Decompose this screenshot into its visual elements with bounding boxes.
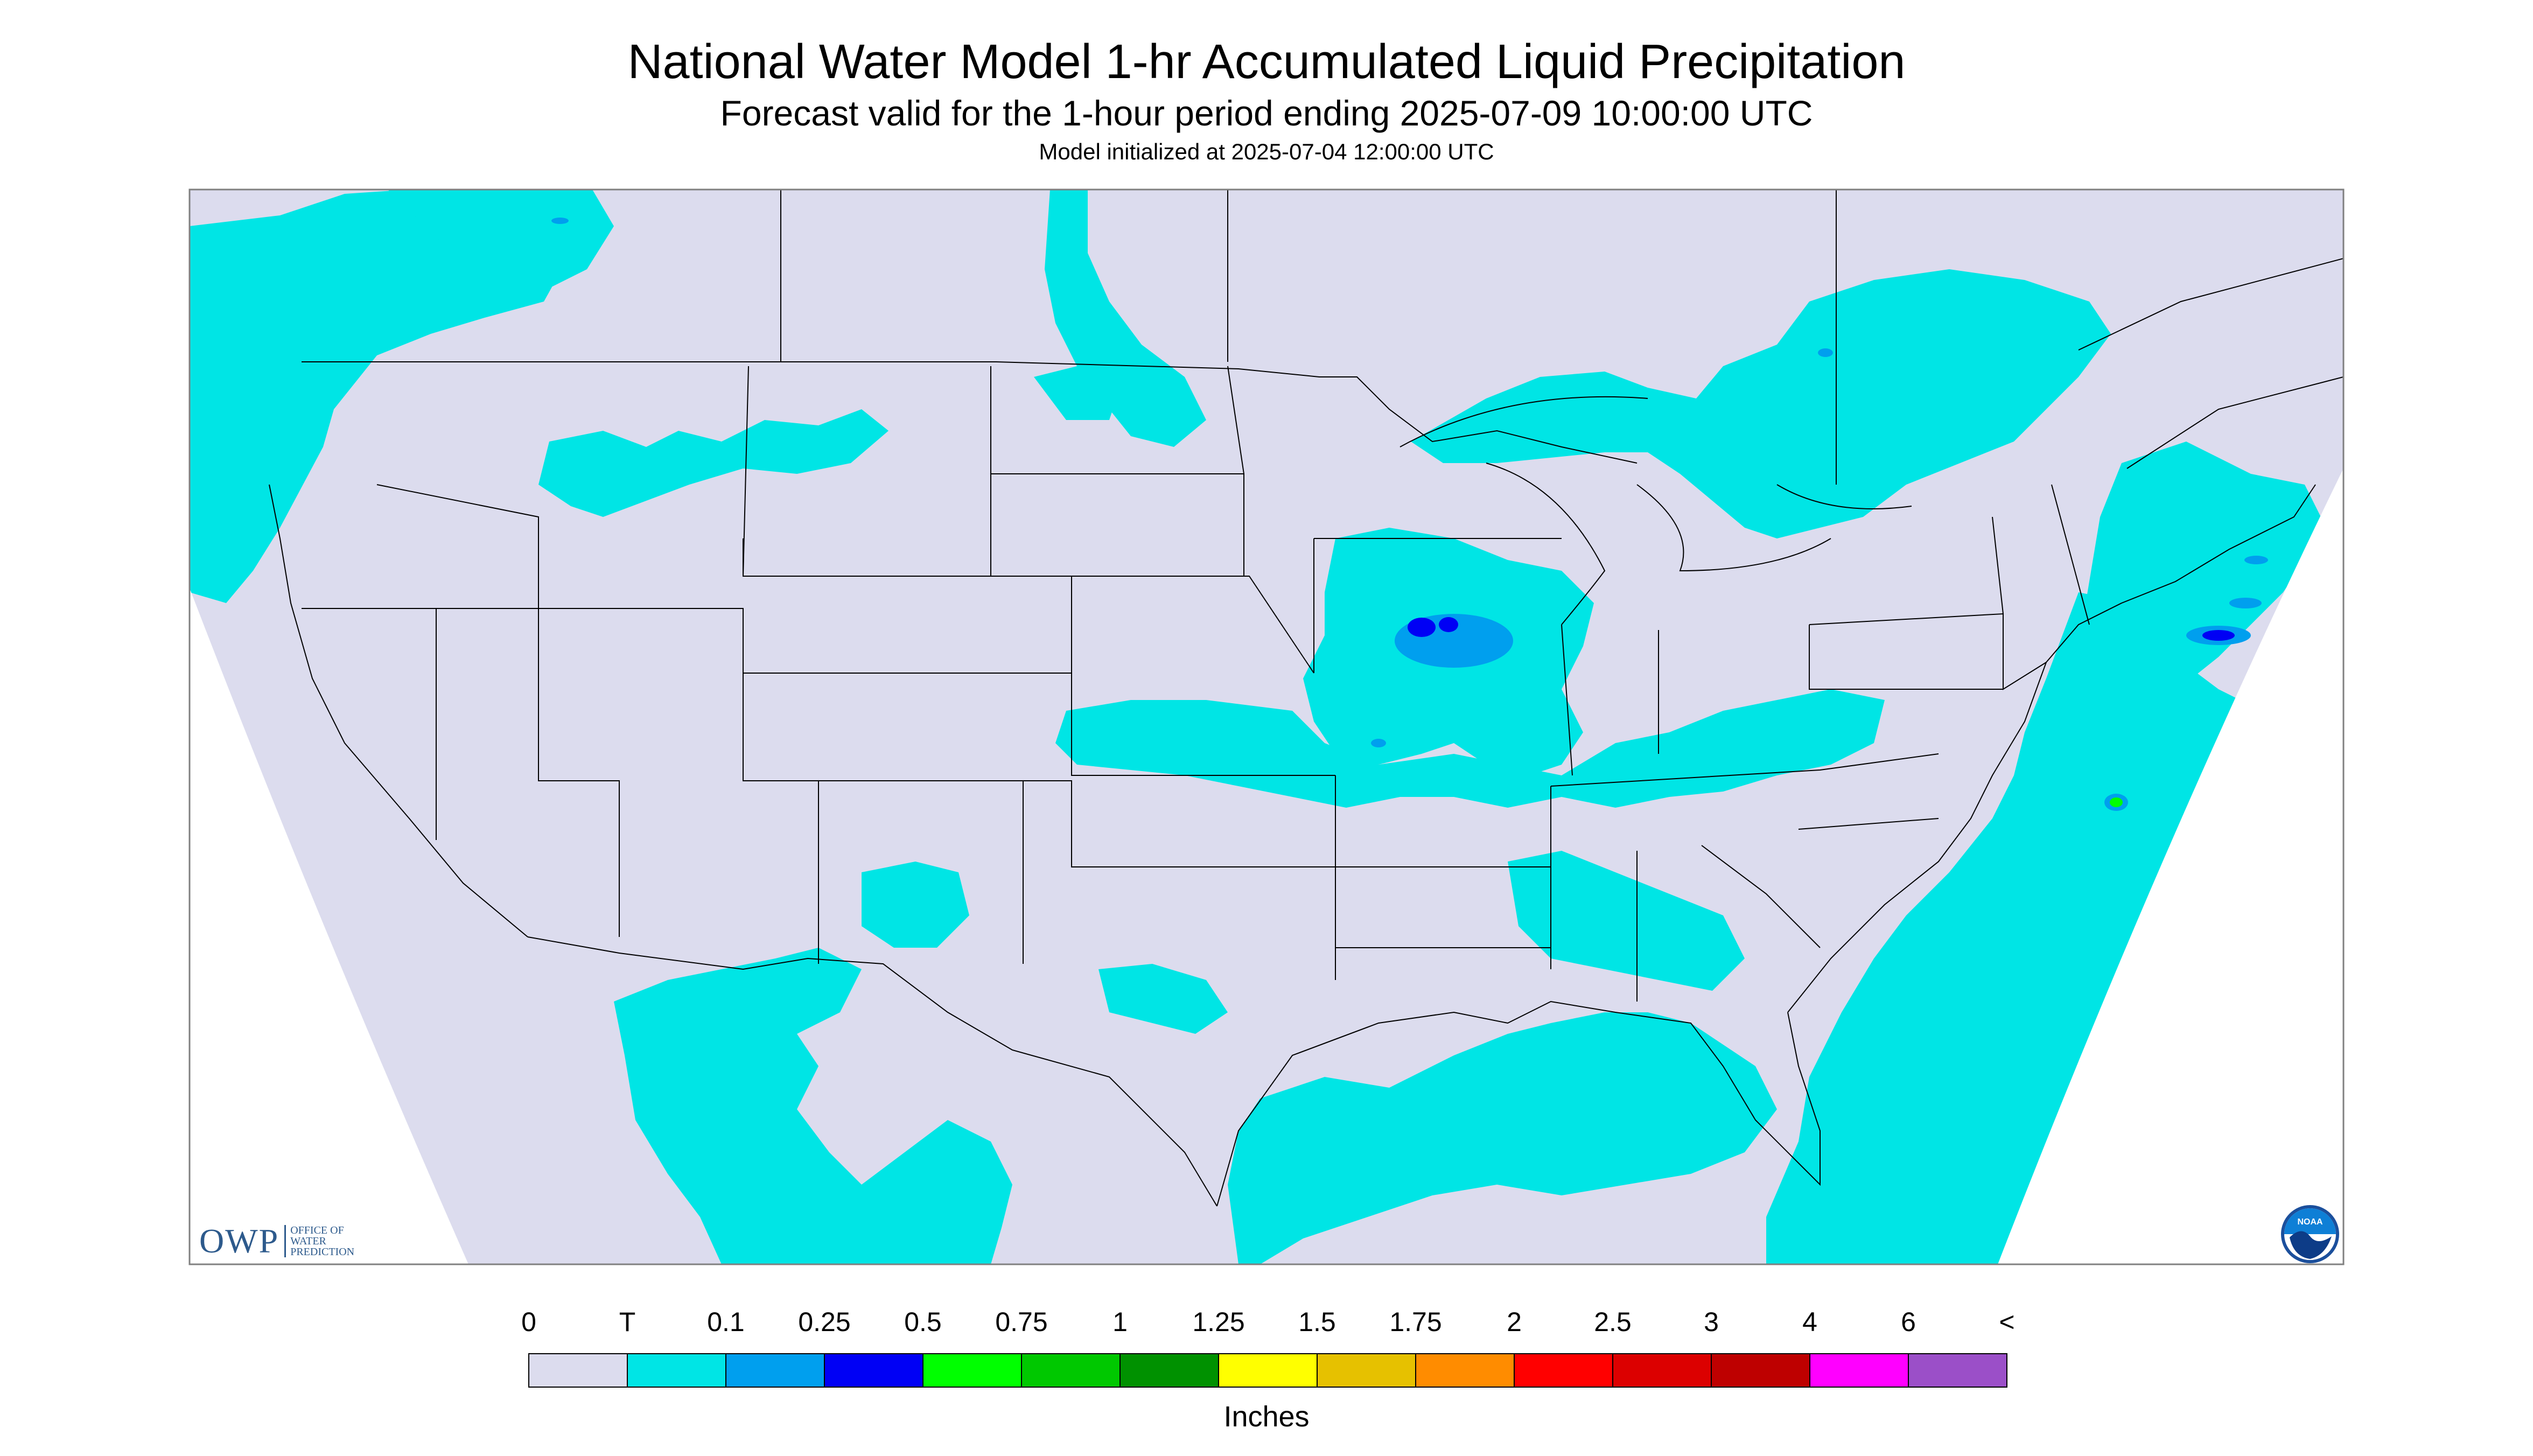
map-frame	[188, 188, 2345, 1265]
legend-tick-label: 0.5	[904, 1307, 942, 1337]
legend-swatch	[1119, 1353, 1219, 1388]
gulf-coast	[1216, 1000, 1821, 1207]
model-init-line: Model initialized at 2025-07-04 12:00:00…	[1039, 139, 1494, 164]
owp-logo-text: OFFICE OF WATER PREDICTION	[284, 1225, 354, 1257]
map-subtitle: Forecast valid for the 1-hour period end…	[720, 93, 1813, 133]
legend-tick-label: 0.1	[707, 1307, 745, 1337]
legend-tick-label: 3	[1704, 1307, 1719, 1337]
precip-area-dakotas	[1045, 190, 1206, 447]
state-lines	[302, 366, 2090, 1002]
legend-swatch	[1317, 1353, 1416, 1388]
legend-swatch	[1908, 1353, 2007, 1388]
political-borders	[269, 190, 2343, 1207]
legend-swatch	[1021, 1353, 1121, 1388]
noaa-logo-text: NOAA	[2297, 1217, 2323, 1227]
legend-swatch	[824, 1353, 923, 1388]
heavy-precip-spots	[551, 218, 2268, 811]
precip-area-great-lakes	[1411, 269, 2111, 538]
us-canada-border	[302, 361, 1638, 464]
precip-area-north-central-1	[1034, 366, 1120, 420]
precip-area-mexico	[614, 948, 1012, 1264]
precip-area-southeast-land	[1508, 851, 1745, 991]
precip-area-southwest	[862, 862, 969, 948]
owp-logo: OWP OFFICE OF WATER PREDICTION	[199, 1221, 354, 1261]
color-legend: 0 T 0.1 0.25 0.5 0.75 1 1.25 1.5 1.75 2 2.5 3 4 6 <	[521, 1307, 2015, 1388]
precip-area-pnw	[190, 190, 571, 603]
legend-swatch	[627, 1353, 726, 1388]
legend-swatch	[528, 1353, 628, 1388]
legend-tick-label: 0	[521, 1307, 536, 1337]
legend-tick-label: 1.75	[1389, 1307, 1442, 1337]
legend-swatch	[922, 1353, 1022, 1388]
map-title: National Water Model 1-hr Accumulated Li…	[627, 35, 1906, 89]
legend-tick-label: 2	[1507, 1307, 1522, 1337]
precip-area-atlantic	[1766, 592, 2262, 1264]
legend-swatch	[1514, 1353, 1613, 1388]
legend-swatch	[1809, 1353, 1909, 1388]
canadian-provinces	[780, 190, 2343, 485]
legend-tick-label: <	[1999, 1307, 2014, 1337]
legend-tick-label: 4	[1802, 1307, 1817, 1337]
precip-fields	[190, 190, 2326, 1264]
legend-units: Inches	[1223, 1401, 1310, 1433]
precip-area-texas	[1098, 964, 1228, 1034]
us-mexico-border	[527, 936, 1217, 1207]
legend-swatch	[1415, 1353, 1515, 1388]
precip-area-gulf	[1228, 1012, 1777, 1264]
precip-area-montana	[538, 409, 888, 517]
legend-tick-label: 0.75	[995, 1307, 1047, 1337]
legend-tick-label: T	[619, 1307, 636, 1337]
legend-tick-label: 2.5	[1594, 1307, 1632, 1337]
owp-logo-mark: OWP	[199, 1222, 279, 1260]
precip-area-alberta	[388, 190, 614, 302]
great-lakes-shore	[1400, 396, 1912, 625]
legend-tick-label: 1.5	[1298, 1307, 1336, 1337]
west-coast	[269, 484, 528, 937]
noaa-logo: NOAA	[2281, 1205, 2339, 1263]
legend-swatch	[1218, 1353, 1318, 1388]
atlantic-coast	[1787, 484, 2316, 1013]
legend-tick-label: 1	[1112, 1307, 1128, 1337]
legend-swatch	[725, 1353, 825, 1388]
legend-swatch	[1711, 1353, 1810, 1388]
legend-swatch	[1612, 1353, 1712, 1388]
legend-tick-label: 1.25	[1192, 1307, 1244, 1337]
legend-tick-label: 6	[1901, 1307, 1916, 1337]
legend-tick-label: 0.25	[798, 1307, 850, 1337]
